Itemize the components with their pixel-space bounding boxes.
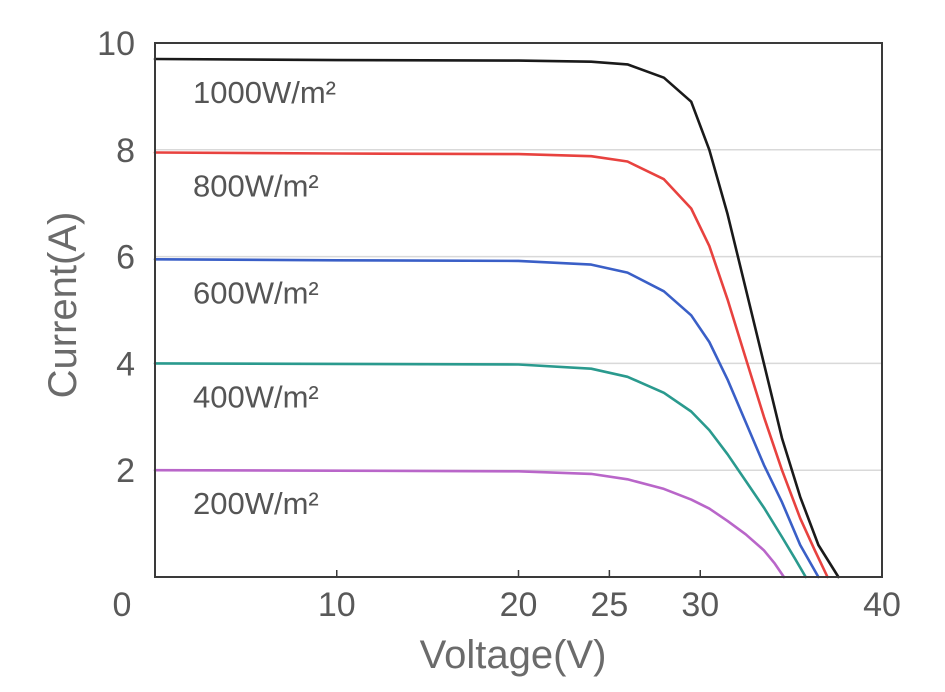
x-axis-title: Voltage(V) — [420, 633, 607, 677]
series-label-0: 1000W/m² — [193, 75, 336, 110]
x-tick-label-40: 40 — [863, 586, 901, 624]
series-line-3 — [153, 362, 807, 579]
series-line-0 — [153, 57, 840, 579]
series-line-1 — [153, 151, 829, 579]
y-tick-label-4: 4 — [116, 345, 135, 383]
x-axis-ticks: 0 10 20 25 30 40 — [113, 570, 901, 624]
x-tick-label-25: 25 — [590, 586, 628, 624]
curve-labels: 1000W/m² 800W/m² 600W/m² 400W/m² 200W/m² — [193, 75, 336, 521]
y-axis-title: Current(A) — [41, 212, 85, 399]
y-tick-label-8: 8 — [116, 132, 135, 170]
x-tick-label-30: 30 — [681, 586, 719, 624]
series-label-3: 400W/m² — [193, 379, 319, 414]
series-line-2 — [153, 258, 820, 579]
y-tick-label-10: 10 — [97, 25, 135, 63]
series-label-4: 200W/m² — [193, 486, 319, 521]
y-tick-label-2: 2 — [116, 452, 135, 490]
series-label-1: 800W/m² — [193, 168, 319, 203]
series-label-2: 600W/m² — [193, 275, 319, 310]
x-tick-label-20: 20 — [500, 586, 538, 624]
series-lines — [153, 57, 840, 579]
y-axis-ticks: 2 4 6 8 10 — [97, 25, 135, 490]
x-tick-label-10: 10 — [318, 586, 356, 624]
y-tick-label-6: 6 — [116, 239, 135, 277]
series-line-4 — [153, 468, 786, 579]
x-tick-label-0: 0 — [113, 586, 132, 624]
plot-background — [155, 43, 882, 577]
